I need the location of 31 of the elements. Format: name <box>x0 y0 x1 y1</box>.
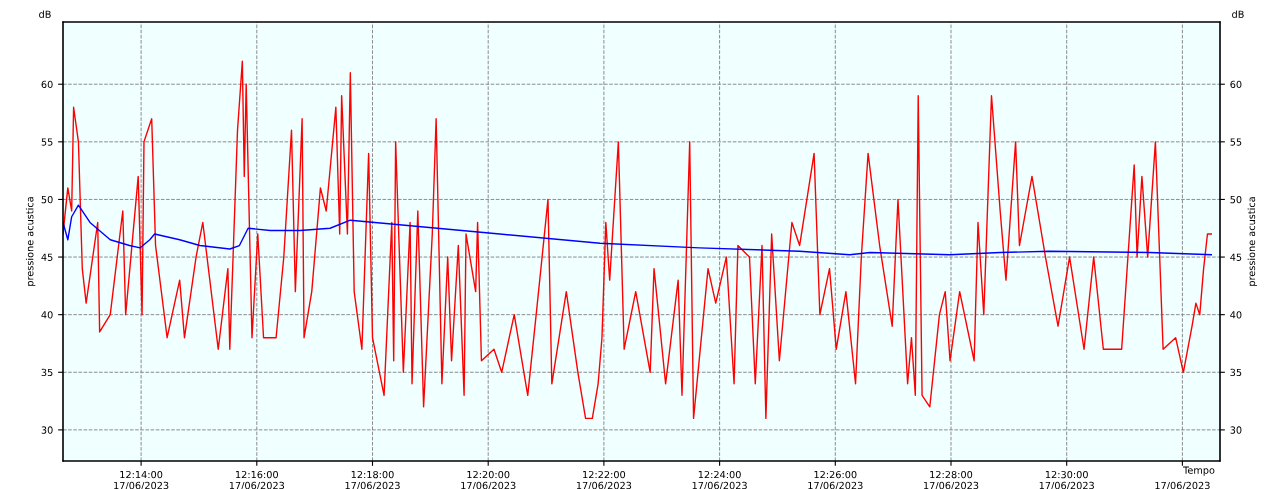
line-series <box>63 204 1213 256</box>
x-tick-label: 12:18:00 17/06/2023 <box>345 470 400 489</box>
y2-tick-label: 35 <box>1230 368 1242 377</box>
x-tick-label: 12:28:00 17/06/2023 <box>924 470 979 489</box>
y-tick-label: 45 <box>41 253 53 261</box>
text: dB <box>1232 10 1244 18</box>
y-tick-label: 30 <box>41 426 53 434</box>
y2-tick-label: 45 <box>1230 253 1242 261</box>
x-tick-label: 12:30:00 17/06/2023 <box>1039 470 1094 489</box>
x-tick-label: 12:16:00 17/06/2023 <box>229 470 285 489</box>
x-tick-label: 12:24:00 17/06/2023 <box>692 470 747 489</box>
x-tick-label: 17/06/2023 <box>1155 481 1210 489</box>
y-tick-label: 40 <box>41 311 53 319</box>
y2-tick-label: 40 <box>1230 311 1242 319</box>
y-tick-label: 55 <box>41 138 53 146</box>
y2-tick-label: 55 <box>1230 138 1242 146</box>
x-tick-label: 12:20:00 17/06/2023 <box>461 470 516 489</box>
y2-tick-label: 30 <box>1230 426 1242 434</box>
y2-tick-label: 50 <box>1230 195 1242 204</box>
y2-axis-title: pressione acustica <box>1247 197 1258 286</box>
text: dB <box>39 10 51 18</box>
x-tick-label: 12:22:00 17/06/2023 <box>576 470 632 489</box>
x-tick-label: 12:14:00 17/06/2023 <box>114 470 169 489</box>
x-axis-title: Tempo <box>1183 466 1215 476</box>
y2-tick-label: 60 <box>1230 80 1242 89</box>
x-tick-label: 12:26:00 17/06/2023 <box>808 470 863 489</box>
y-tick-label: 50 <box>41 195 53 204</box>
line-series <box>63 60 1213 420</box>
y-tick-label: 60 <box>41 80 53 89</box>
y-axis-title: pressione acustica <box>25 197 36 286</box>
y-tick-label: 35 <box>41 368 53 377</box>
